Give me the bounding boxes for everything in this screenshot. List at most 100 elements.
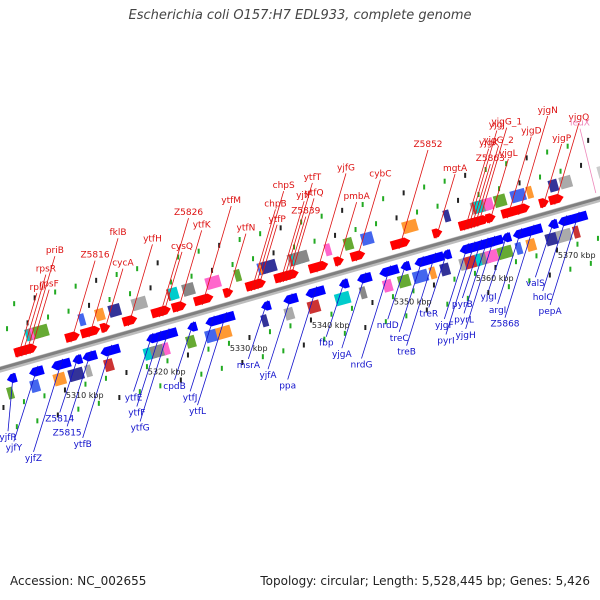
forward-gene-label: ytfH: [143, 234, 162, 244]
forward-gene-label: Z5839: [291, 207, 320, 217]
forward-gene-arrow: [468, 215, 489, 228]
forward-gene-label-leader: [251, 209, 276, 292]
forward-gene-label-leader: [70, 260, 96, 343]
forward-gene-arrow: [253, 279, 265, 290]
ruler-tick-mark: [200, 371, 203, 377]
ruler-tick-mark: [33, 295, 36, 301]
forward-gene-label-leader: [226, 233, 247, 299]
forward-gene-label-leader: [289, 198, 315, 281]
reverse-track-feature: [333, 290, 352, 307]
forward-gene-label: priB: [46, 246, 64, 256]
forward-gene-label: yjgL: [499, 149, 518, 159]
ruler-tick-mark: [514, 259, 517, 265]
reverse-gene-label: ytfL: [189, 407, 206, 417]
ruler-tick-mark: [309, 317, 312, 323]
reverse-gene-label: argI: [489, 306, 506, 316]
forward-gene-label: yjgN: [538, 106, 558, 116]
ruler-label: 5330 kbp: [230, 344, 268, 353]
forward-track-feature: [233, 268, 243, 283]
reverse-gene-label: ytfE: [125, 394, 143, 404]
ruler-tick-mark: [136, 266, 139, 272]
forward-track-feature: [492, 193, 508, 209]
reverse-gene-label: msrA: [237, 361, 261, 371]
reverse-track-feature: [283, 306, 296, 321]
forward-gene-arrow: [509, 203, 530, 217]
ruler-tick-mark: [535, 253, 538, 259]
ruler-tick-mark: [145, 364, 148, 370]
reverse-gene-label-leader: [428, 249, 449, 308]
ruler-tick-mark: [416, 209, 419, 215]
reverse-gene-label-leader: [463, 237, 489, 314]
reverse-gene-label-leader: [33, 358, 63, 452]
forward-gene-label-leader: [159, 218, 189, 318]
forward-track-feature: [77, 313, 87, 327]
ruler-tick-mark: [466, 295, 469, 301]
ruler-tick-mark: [293, 244, 296, 250]
reverse-gene-label-leader: [247, 300, 268, 359]
ruler-tick-mark: [555, 247, 558, 253]
forward-gene-label: ytfT: [304, 173, 322, 183]
ruler-tick-mark: [371, 300, 374, 306]
leader-line-layer: [7, 115, 597, 452]
ruler-tick-mark: [354, 227, 357, 233]
reverse-gene-label: nrdG: [351, 361, 373, 371]
forward-gene-label: yjgK: [479, 139, 500, 149]
forward-gene-arrow: [79, 325, 101, 339]
ruler-tick-mark: [596, 235, 599, 241]
ruler-tick-mark: [446, 301, 449, 307]
ruler-tick-mark: [272, 250, 275, 256]
forward-track-feature: [260, 258, 278, 275]
ruler-tick-mark: [129, 291, 132, 297]
forward-gene-label: yjfG: [337, 163, 355, 173]
reverse-gene-label: pyrB: [452, 300, 473, 310]
ruler-label: 5360 kbp: [476, 274, 514, 283]
forward-gene-arrow: [547, 193, 564, 206]
ruler-tick-mark: [197, 248, 200, 254]
ruler-tick-mark: [548, 272, 551, 278]
ruler-tick-mark: [149, 285, 152, 291]
ruler-tick-mark: [74, 283, 77, 289]
forward-gene-label-leader: [201, 205, 232, 306]
ruler-tick-mark: [313, 238, 316, 244]
ruler-tick-mark: [43, 393, 46, 399]
forward-gene-label-leader: [355, 179, 381, 262]
reverse-track-feature: [381, 278, 394, 293]
trna-gene-label-leader: [579, 128, 597, 194]
forward-gene-label-leader: [477, 127, 508, 227]
reverse-gene-label: yjgA: [332, 350, 353, 360]
ruler-tick-mark: [166, 358, 169, 364]
reverse-track-feature: [83, 364, 93, 378]
ruler-tick-mark: [159, 383, 162, 389]
ruler-tick-mark: [395, 215, 398, 221]
reverse-gene-label-leader: [534, 218, 555, 278]
ruler-tick-mark: [190, 273, 193, 279]
ruler-tick-mark: [375, 221, 378, 227]
forward-track-feature: [323, 243, 333, 257]
ruler-tick-mark: [84, 381, 87, 387]
reverse-gene-label-leader: [465, 235, 496, 329]
reverse-gene-arrow: [157, 327, 179, 341]
ruler-tick-mark: [13, 301, 16, 307]
forward-track-feature: [181, 282, 196, 297]
forward-track-feature: [32, 323, 50, 340]
forward-gene-label-leader: [257, 224, 278, 290]
forward-gene-label: cysQ: [171, 242, 193, 252]
reverse-gene-arrow: [305, 285, 326, 299]
forward-gene-label-leader: [103, 268, 124, 334]
ruler-tick-mark: [115, 272, 118, 278]
trna-gene-label: leuX: [570, 119, 590, 129]
ruler-tick-mark: [108, 297, 111, 303]
reverse-gene-label-leader: [387, 260, 408, 320]
ruler-tick-mark: [436, 203, 439, 209]
reverse-gene-label-leader: [197, 312, 227, 406]
reverse-gene-label: yjfA: [259, 371, 277, 381]
reverse-gene-arrow: [51, 357, 72, 371]
ruler-tick-mark: [227, 340, 230, 346]
ruler-label: 5320 kbp: [148, 368, 186, 377]
ruler-tick-mark: [252, 256, 255, 262]
forward-gene-arrow: [99, 322, 111, 333]
forward-gene-arrow: [484, 213, 496, 224]
reverse-gene-label: fbp: [319, 339, 334, 349]
ruler-tick-mark: [279, 225, 282, 231]
